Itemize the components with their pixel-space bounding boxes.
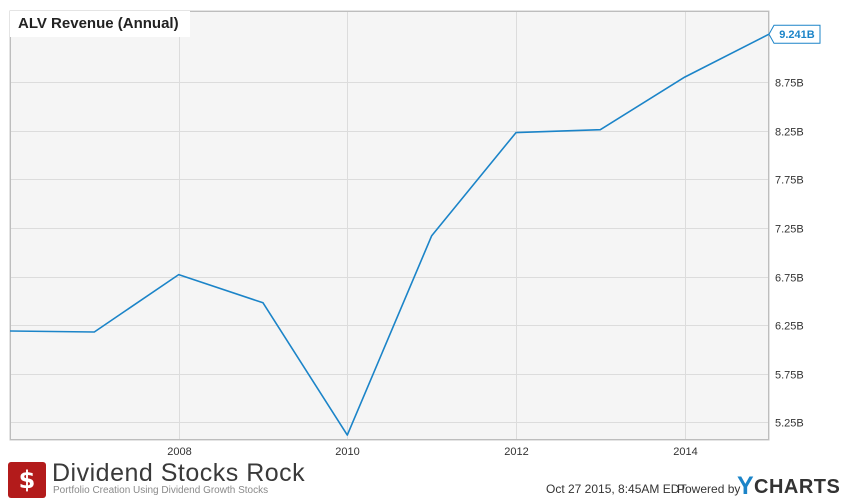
y-tick-label: 7.75B: [775, 175, 804, 187]
last-value-badge: [768, 24, 821, 44]
y-tick-label: 6.75B: [775, 273, 804, 285]
x-tick-label: 2010: [335, 446, 359, 455]
series-line: [9, 33, 770, 436]
powered-by-label: Powered by: [677, 482, 741, 496]
chart-title: ALV Revenue (Annual): [10, 11, 190, 37]
last-value-label: 9.241B: [779, 29, 815, 41]
y-tick-label: 8.25B: [775, 127, 804, 139]
line-chart: 5.25B 5.75B 6.25B 6.75B 7.25B 7.75B 8.25B 8.75B…: [9, 10, 821, 455]
plot-background: [9, 10, 770, 441]
plot-border: [10, 11, 769, 440]
timestamp: Oct 27 2015, 8:45AM EDT.: [546, 482, 689, 496]
y-tick-label: 6.25B: [775, 321, 804, 333]
ycharts-logo-y[interactable]: Y: [737, 472, 754, 500]
y-tick-label: 5.75B: [775, 370, 804, 382]
y-tick-label: 8.75B: [775, 78, 804, 90]
y-tick-label: 5.25B: [775, 418, 804, 430]
brand-name: Dividend Stocks Rock: [52, 459, 306, 487]
x-tick-label: 2008: [167, 446, 191, 455]
x-tick-label: 2012: [504, 446, 528, 455]
y-tick-label: 7.25B: [775, 224, 804, 236]
chart-footer: $ Dividend Stocks Rock Portfolio Creatio…: [0, 455, 850, 501]
brand-tagline: Portfolio Creation Using Dividend Growth…: [53, 485, 269, 496]
ycharts-logo-text[interactable]: CHARTS: [754, 476, 841, 498]
chart-area: 5.25B 5.75B 6.25B 6.75B 7.25B 7.75B 8.25B 8.75B…: [9, 10, 821, 455]
x-tick-label: 2014: [673, 446, 697, 455]
dollar-logo-icon: $: [8, 462, 46, 498]
